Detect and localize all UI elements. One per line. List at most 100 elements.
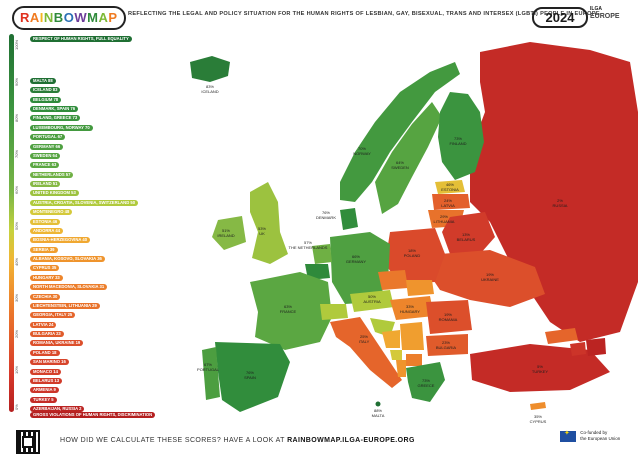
ilga-europe-logo[interactable]: ILGA EUROPE: [590, 6, 620, 20]
country-bulgaria[interactable]: [426, 334, 468, 356]
country-czechia[interactable]: [378, 270, 408, 290]
country-russia[interactable]: [470, 42, 638, 342]
country-austria[interactable]: [350, 290, 394, 312]
score-gradient-bar: [9, 34, 14, 412]
map-score-label: 19%: [486, 272, 494, 277]
qr-code[interactable]: [16, 430, 40, 454]
country-belarus[interactable]: [442, 212, 495, 254]
map-score-label: 51%: [222, 228, 230, 233]
map-score-label: 29%: [440, 214, 448, 219]
country-france[interactable]: [250, 272, 332, 350]
ranking-item: MALTA 88: [30, 78, 56, 84]
rainbowmap-logo[interactable]: RAINBOWMAP: [12, 6, 126, 30]
scale-tick-label: 40%: [14, 257, 19, 266]
country-switzerland[interactable]: [320, 304, 348, 320]
scale-tick-label: 0%: [14, 404, 19, 410]
ranking-item: CZECHIA 30: [30, 293, 61, 300]
ranking-item: IRELAND 51: [30, 181, 61, 188]
country-belgium[interactable]: [305, 264, 330, 280]
country-ireland[interactable]: [212, 216, 246, 250]
map-country-name: ROMANIA: [439, 317, 458, 322]
map-country-name: HUNGARY: [400, 309, 420, 314]
ranking-item: ARMENIA 9: [30, 387, 59, 394]
ranking-item: BELGIUM 78: [30, 96, 62, 103]
ranking-item: ESTONIA 46: [30, 218, 61, 225]
ranking-item: MONTENEGRO 48: [30, 209, 73, 216]
map-country-name: TURKEY: [532, 369, 549, 374]
map-country-name: ESTONIA: [441, 187, 459, 192]
country-netherlands[interactable]: [312, 244, 332, 264]
country-slovakia[interactable]: [406, 280, 434, 296]
country-azerbaijan[interactable]: [586, 338, 606, 356]
country-turkey[interactable]: [470, 344, 610, 392]
country-poland[interactable]: [385, 228, 445, 284]
ranking-item: DENMARK, SPAIN 76: [30, 106, 79, 113]
map-score-label: 76%: [246, 370, 254, 375]
country-georgia[interactable]: [545, 328, 578, 344]
country-ukraine[interactable]: [428, 250, 545, 307]
map-score-label: 24%: [444, 198, 452, 203]
map-score-label: 67%: [204, 362, 212, 367]
ranking-item: AUSTRIA, CROATIA, SLOVENIA, SWITZERLAND …: [30, 199, 139, 206]
country-finland[interactable]: [438, 92, 484, 180]
map-country-name: SWEDEN: [391, 165, 409, 170]
country-bosnia[interactable]: [382, 330, 400, 348]
year-badge: 2024: [532, 7, 588, 28]
country-armenia[interactable]: [570, 342, 586, 356]
ranking-item: FRANCE 63: [30, 162, 60, 169]
map-country-name: POLAND: [404, 253, 421, 258]
map-country-name: NORWAY: [353, 151, 371, 156]
country-denmark[interactable]: [340, 208, 358, 230]
eu-cofunding: Co-funded by the European Union: [560, 430, 620, 442]
ranking-item: GEORGIA, ITALY 25: [30, 312, 76, 319]
country-italy[interactable]: [330, 317, 402, 388]
header: RAINBOWMAP REFLECTING THE LEGAL AND POLI…: [0, 0, 640, 30]
country-germany[interactable]: [330, 232, 390, 304]
scale-tick-label: 100%: [14, 39, 19, 50]
ilga-logo-line1: ILGA: [590, 6, 602, 12]
map-score-label: 18%: [408, 248, 416, 253]
ranking-item: CYPRUS 35: [30, 265, 60, 272]
map-country-name: UKRAINE: [481, 277, 499, 282]
map-country-name: ICELAND: [201, 89, 218, 94]
map-score-label: 83%: [206, 84, 214, 89]
country-latvia[interactable]: [432, 194, 470, 210]
country-iceland[interactable]: [190, 56, 230, 82]
map-country-name: ITALY: [359, 339, 370, 344]
map-country-name: SPAIN: [244, 375, 256, 380]
rainbowmap-link[interactable]: RAINBOWMAP.ILGA-EUROPE.ORG: [287, 437, 415, 444]
country-albania[interactable]: [396, 360, 406, 377]
country-norway[interactable]: [340, 62, 460, 202]
country-serbia[interactable]: [400, 322, 424, 350]
map-score-label: 76%: [322, 210, 330, 215]
scale-tick-label: 90%: [14, 77, 19, 86]
country-uk[interactable]: [250, 182, 288, 264]
country-montenegro[interactable]: [390, 350, 402, 360]
ranking-item: ALBANIA, KOSOVO, SLOVAKIA 36: [30, 256, 105, 263]
country-romania[interactable]: [426, 300, 472, 334]
ranking-item: HUNGARY 33: [30, 274, 63, 281]
country-malta[interactable]: [375, 401, 381, 407]
country-portugal[interactable]: [202, 347, 220, 400]
ranking-item: SAN MARINO 16: [30, 359, 69, 366]
country-hungary[interactable]: [390, 296, 434, 320]
ranking-item: LUXEMBOURG, NORWAY 70: [30, 124, 93, 131]
country-estonia[interactable]: [435, 180, 465, 194]
country-greece[interactable]: [406, 362, 445, 402]
ranking-item: ANDORRA 44: [30, 227, 64, 234]
ranking-item: GERMANY 66: [30, 143, 64, 150]
ranking-item: BOSNIA-HERZEGOVINA 40: [30, 237, 91, 244]
ranking-item: LATVIA 24: [30, 321, 57, 328]
map-country-name: IRELAND: [217, 233, 234, 238]
map-country-name: BULGARIA: [436, 345, 457, 350]
map-country-name: RUSSIA: [553, 203, 568, 208]
country-spain[interactable]: [215, 342, 290, 412]
map-score-label: 88%: [374, 408, 382, 413]
ranking-item: POLAND 18: [30, 349, 60, 356]
country-cyprus[interactable]: [530, 402, 546, 410]
country-sweden[interactable]: [375, 102, 442, 214]
map-country-name: LITHUANIA: [434, 219, 455, 224]
map-country-name: FRANCE: [280, 309, 297, 314]
country-north-macedonia[interactable]: [406, 354, 422, 366]
eu-cofunding-line1: Co-funded by: [580, 430, 608, 435]
